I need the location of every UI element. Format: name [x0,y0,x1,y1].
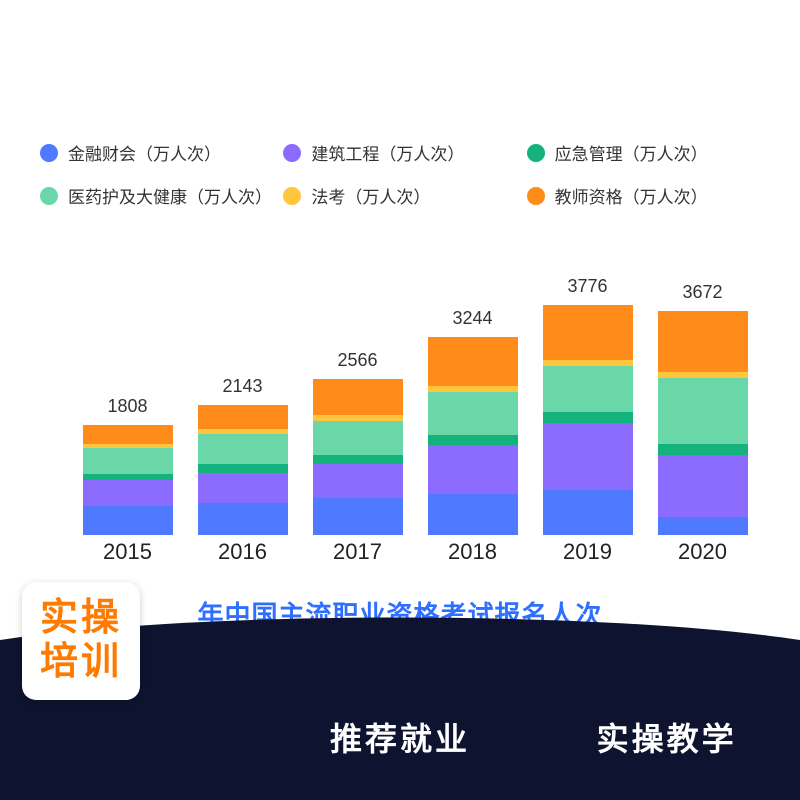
bar-stack [198,405,288,536]
bar-segment-construction [198,473,288,502]
legend-item: 教师资格（万人次） [527,183,770,208]
bar-column: 3672 [658,282,748,535]
legend-swatch [527,144,545,162]
legend-item: 金融财会（万人次） [40,140,283,165]
badge-text: 实操 培训 [40,597,122,684]
bar-segment-emergency [198,464,288,473]
bar-total-label: 2566 [337,350,377,371]
bar-column: 3776 [543,276,633,535]
legend-item: 医药护及大健康（万人次） [40,183,283,208]
legend-label: 建筑工程（万人次） [311,140,464,165]
bar-total-label: 1808 [107,396,147,417]
bar-segment-health [428,392,518,435]
bar-stack [83,425,173,535]
legend-swatch [527,187,545,205]
bar-segment-health [543,366,633,412]
x-axis-label: 2018 [428,539,518,575]
footer-text-row: 推荐就业 实操教学 [0,714,800,760]
bar-column: 2143 [198,376,288,536]
legend-label: 应急管理（万人次） [555,140,708,165]
bar-segment-construction [658,455,748,517]
legend-label: 法考（万人次） [311,183,430,208]
bar-segment-construction [428,445,518,494]
bar-segment-teacher [543,305,633,360]
bar-segment-finance [428,494,518,535]
plot-area: 180821432566324437763672 201520162017201… [70,265,760,575]
x-axis: 2015 2016 2017 2018 2019 2020 [70,539,760,575]
x-axis-label: 2019 [543,539,633,575]
bar-stack [658,311,748,535]
footer-text-1: 推荐就业 [330,714,470,760]
legend-item: 建筑工程（万人次） [283,140,526,165]
bar-segment-emergency [658,444,748,454]
bar-segment-construction [313,464,403,498]
legend-swatch [40,187,58,205]
bar-stack [428,337,518,535]
bar-segment-health [198,434,288,464]
legend-row-2: 医药护及大健康（万人次） 法考（万人次） 教师资格（万人次） [40,183,770,208]
bar-total-label: 3672 [682,282,722,303]
bar-segment-emergency [313,455,403,465]
bar-segment-health [83,448,173,474]
bar-segment-finance [83,506,173,535]
bar-segment-teacher [428,337,518,386]
bar-stack [543,305,633,535]
legend: 金融财会（万人次） 建筑工程（万人次） 应急管理（万人次） 医药护及大健康（万人次）… [40,140,770,226]
x-axis-label: 2015 [83,539,173,575]
bar-segment-health [658,378,748,444]
legend-item: 法考（万人次） [283,183,526,208]
legend-label: 教师资格（万人次） [555,183,708,208]
bar-total-label: 3776 [567,276,607,297]
bar-segment-construction [543,423,633,490]
bar-column: 1808 [83,396,173,535]
bar-stack [313,379,403,535]
x-axis-label: 2020 [658,539,748,575]
bar-segment-health [313,421,403,455]
bar-segment-emergency [543,412,633,423]
bar-column: 2566 [313,350,403,535]
legend-swatch [283,144,301,162]
bar-total-label: 2143 [222,376,262,397]
legend-item: 应急管理（万人次） [527,140,770,165]
legend-label: 金融财会（万人次） [68,140,221,165]
legend-swatch [283,187,301,205]
legend-swatch [40,144,58,162]
bar-segment-finance [658,517,748,535]
bar-total-label: 3244 [452,308,492,329]
badge-line2: 培训 [40,641,122,683]
bar-segment-construction [83,480,173,506]
bar-segment-teacher [83,425,173,444]
bars-container: 1808 2143 2566 3244 3776 3672 [70,265,760,535]
bar-column: 3244 [428,308,518,535]
bar-segment-teacher [198,405,288,429]
x-axis-label: 2017 [313,539,403,575]
bar-segment-emergency [428,435,518,445]
bar-segment-teacher [658,311,748,372]
x-axis-label: 2016 [198,539,288,575]
bar-segment-finance [543,490,633,535]
bar-segment-teacher [313,379,403,416]
badge-line1: 实操 [40,597,122,639]
badge: 实操 培训 [22,582,140,700]
footer-text-2: 实操教学 [597,714,737,760]
legend-row-1: 金融财会（万人次） 建筑工程（万人次） 应急管理（万人次） [40,140,770,165]
bar-segment-finance [198,503,288,535]
bar-segment-finance [313,498,403,535]
legend-label: 医药护及大健康（万人次） [68,183,272,208]
chart-panel: 金融财会（万人次） 建筑工程（万人次） 应急管理（万人次） 医药护及大健康（万人次）… [0,0,800,640]
